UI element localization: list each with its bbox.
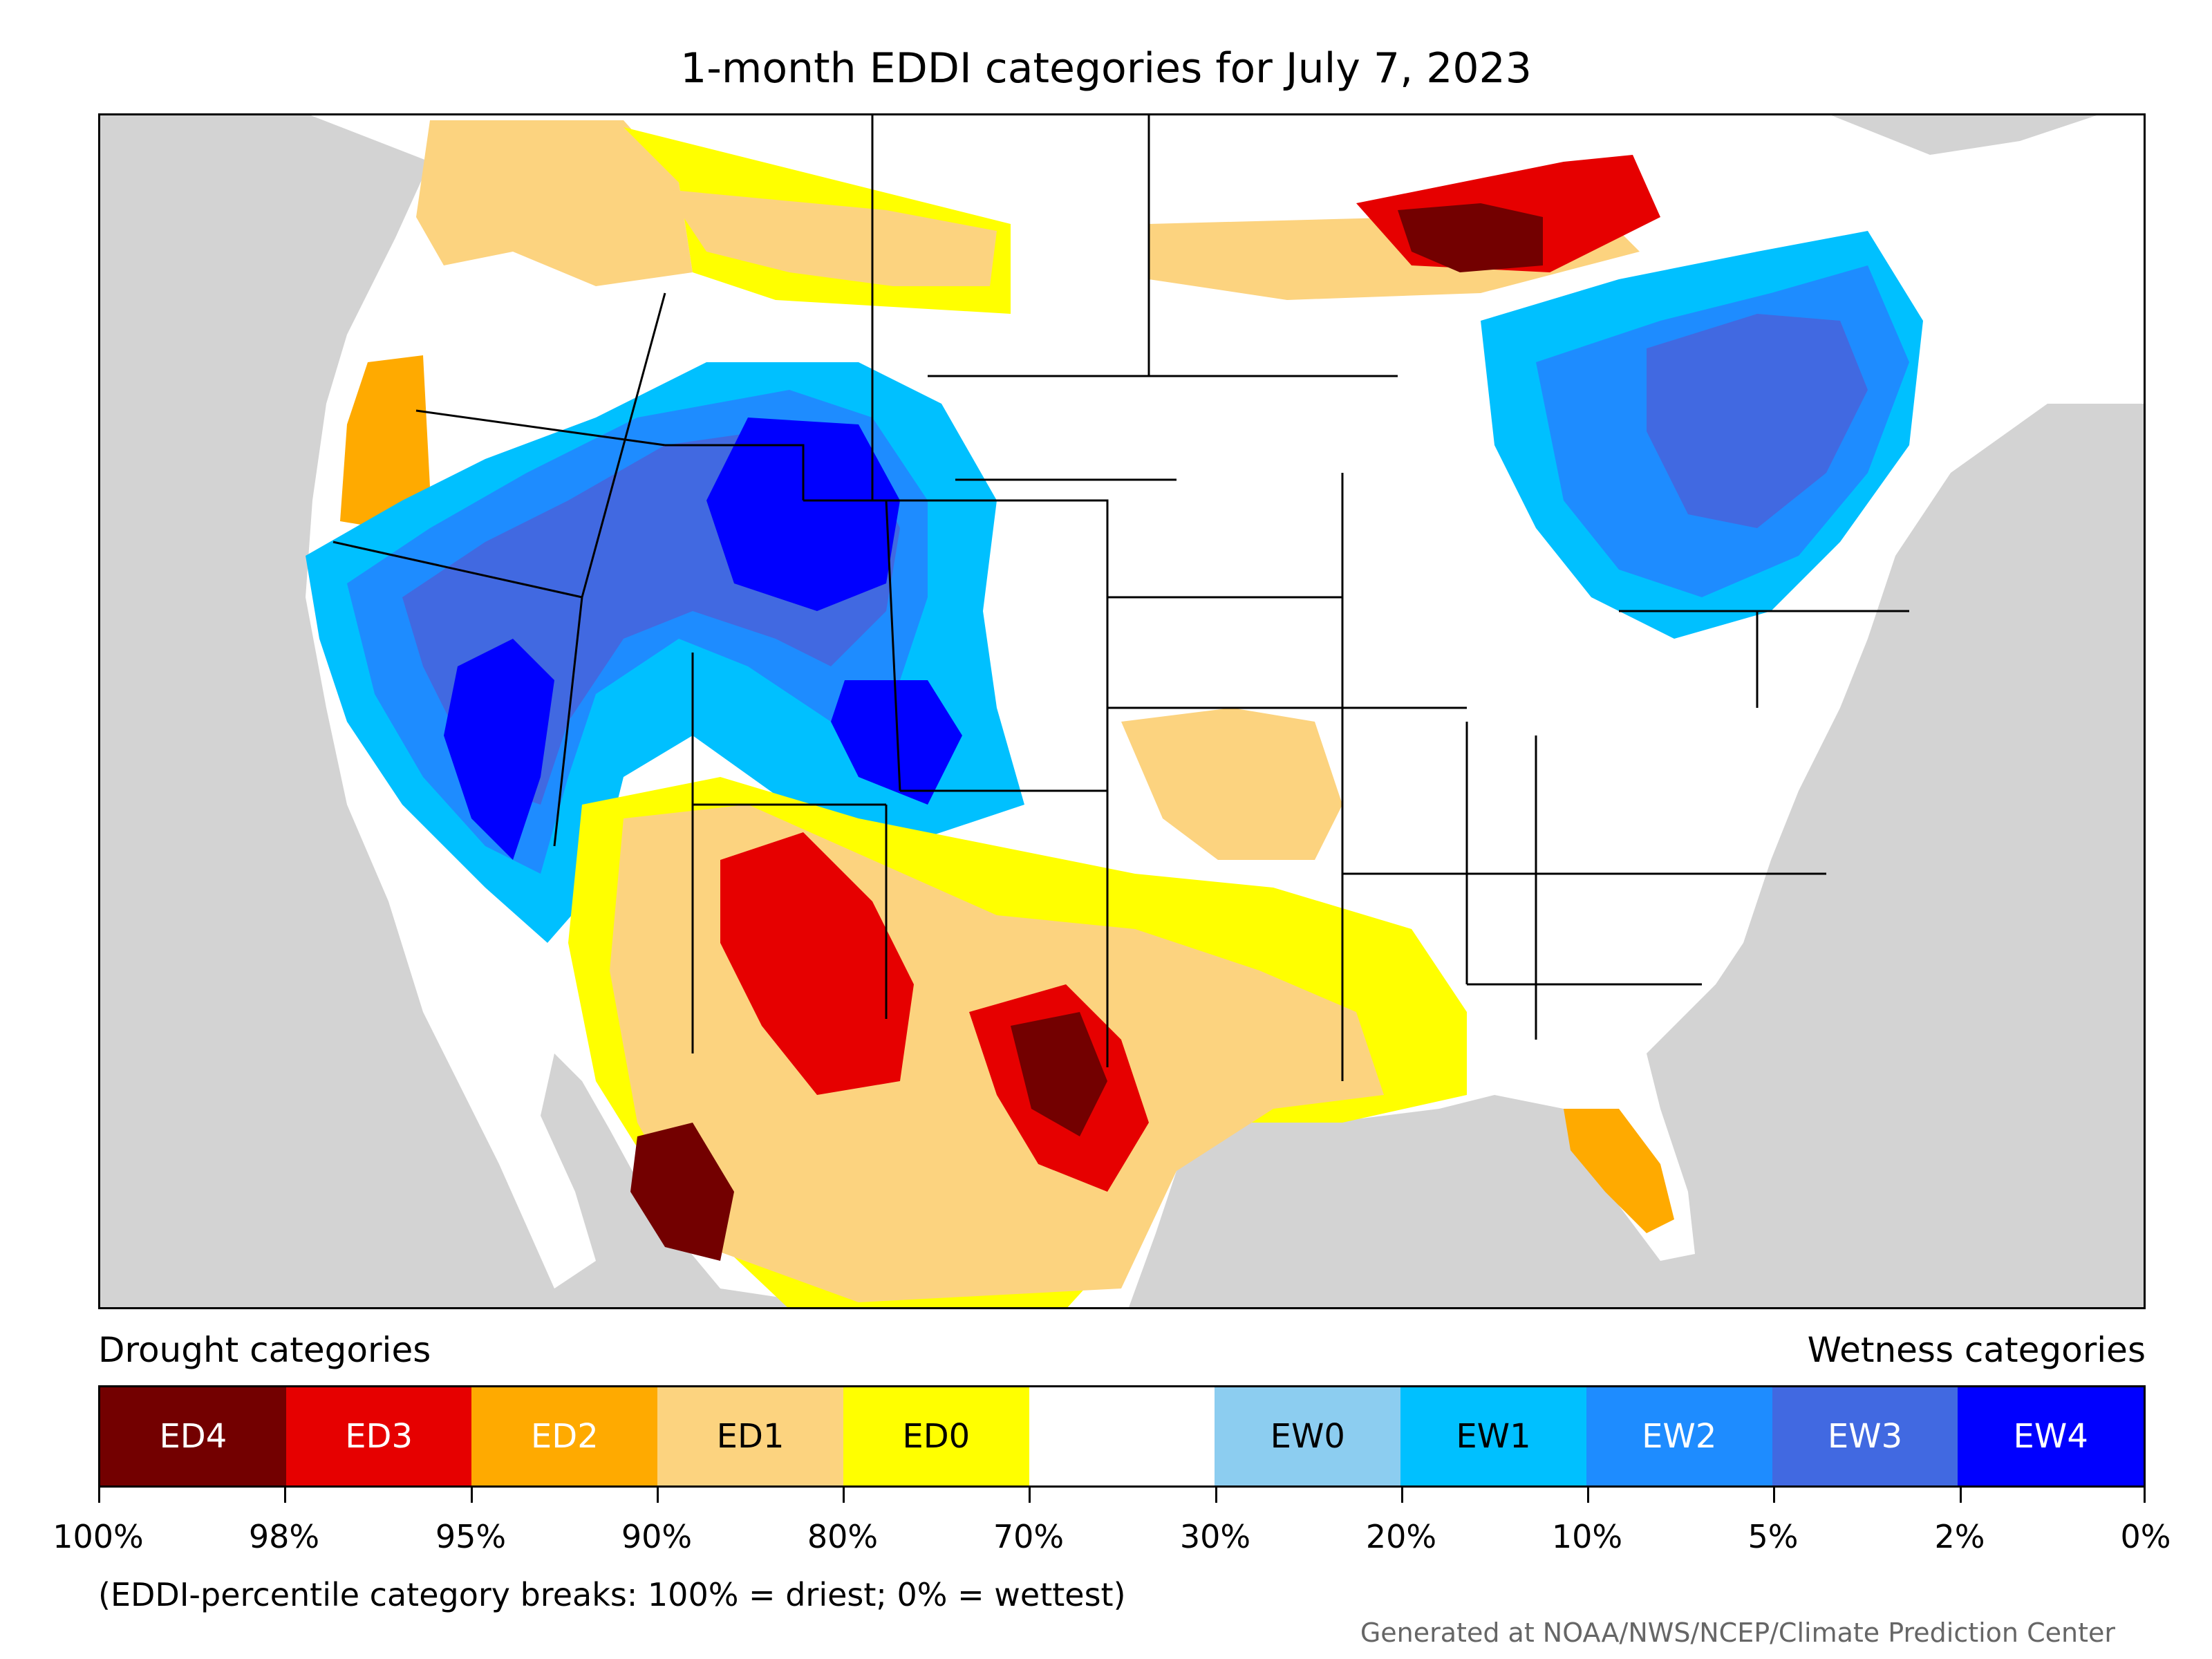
tick-label: 95% — [435, 1518, 507, 1555]
colorbar-ticks: 100% 98% 95% 90% 80% 70% 30% 20% 10% 5% 2% 0% — [53, 1488, 2171, 1555]
region-ca-ed2 — [340, 355, 430, 528]
state-borders — [332, 113, 1909, 1081]
region-newmexico-ed3 — [720, 832, 914, 1095]
swatch-ew3: EW3 — [1772, 1387, 1958, 1485]
tick-mark — [1773, 1488, 1775, 1503]
eddi-map — [98, 113, 2146, 1309]
region-northeast-ew3 — [1647, 314, 1868, 528]
tick-label: 30% — [1179, 1518, 1251, 1555]
region-sonora-ed4 — [630, 1123, 734, 1261]
swatch-ed4: ED4 — [100, 1387, 286, 1485]
region-midwest-ed1 — [1121, 708, 1342, 860]
tick-mark — [1401, 1488, 1403, 1503]
tick-mark — [471, 1488, 473, 1503]
region-wyoming-ew4 — [706, 418, 900, 611]
region-ontario-ed4 — [1398, 203, 1543, 272]
tick-label: 90% — [621, 1518, 693, 1555]
region-nevada-ew4 — [444, 639, 554, 860]
tick-mark — [843, 1488, 845, 1503]
swatch-ed0: ED0 — [843, 1387, 1029, 1485]
swatch-ed3: ED3 — [285, 1387, 472, 1485]
tick-label: 2% — [1934, 1518, 1985, 1555]
tick-label: 98% — [248, 1518, 320, 1555]
tick-label: 20% — [1365, 1518, 1437, 1555]
swatch-ew4: EW4 — [1958, 1387, 2144, 1485]
tick-label: 80% — [807, 1518, 879, 1555]
map-title: 1-month EDDI categories for July 7, 2023 — [680, 44, 1532, 93]
region-florida-ed2 — [1564, 1109, 1674, 1233]
tick-mark — [98, 1488, 100, 1503]
swatch-ew0: EW0 — [1215, 1387, 1401, 1485]
swatch-ew2: EW2 — [1586, 1387, 1772, 1485]
tick-label: 70% — [993, 1518, 1065, 1555]
credit-text: Generated at NOAA/NWS/NCEP/Climate Predi… — [1360, 1618, 2115, 1648]
tick-label: 0% — [2120, 1518, 2171, 1555]
tick-mark — [1587, 1488, 1589, 1503]
tick-label: 10% — [1551, 1518, 1623, 1555]
drought-categories-label: Drought categories — [98, 1330, 431, 1370]
region-prairie-ed1 — [665, 189, 997, 286]
tick-label: 100% — [53, 1518, 144, 1555]
swatch-ed2: ED2 — [471, 1387, 658, 1485]
swatch-ed1: ED1 — [657, 1387, 843, 1485]
tick-mark — [657, 1488, 659, 1503]
wetness-categories-label: Wetness categories — [1807, 1330, 2146, 1370]
tick-mark — [1029, 1488, 1031, 1503]
swatch-neutral — [1029, 1387, 1215, 1485]
tick-mark — [1215, 1488, 1217, 1503]
category-regions — [306, 120, 1923, 1309]
region-northwest-ed1 — [416, 120, 693, 286]
swatch-ew1: EW1 — [1400, 1387, 1586, 1485]
region-colorado-ew4 — [831, 680, 962, 805]
tick-mark — [284, 1488, 286, 1503]
category-colorbar: ED4 ED3 ED2 ED1 ED0 EW0 EW1 EW2 EW3 EW4 — [98, 1385, 2146, 1488]
tick-mark — [1960, 1488, 1962, 1503]
tick-label: 5% — [1747, 1518, 1799, 1555]
region-texas-ed4 — [1011, 1012, 1107, 1136]
tick-mark — [2144, 1488, 2146, 1503]
breaks-note: (EDDI-percentile category breaks: 100% =… — [98, 1576, 1126, 1613]
